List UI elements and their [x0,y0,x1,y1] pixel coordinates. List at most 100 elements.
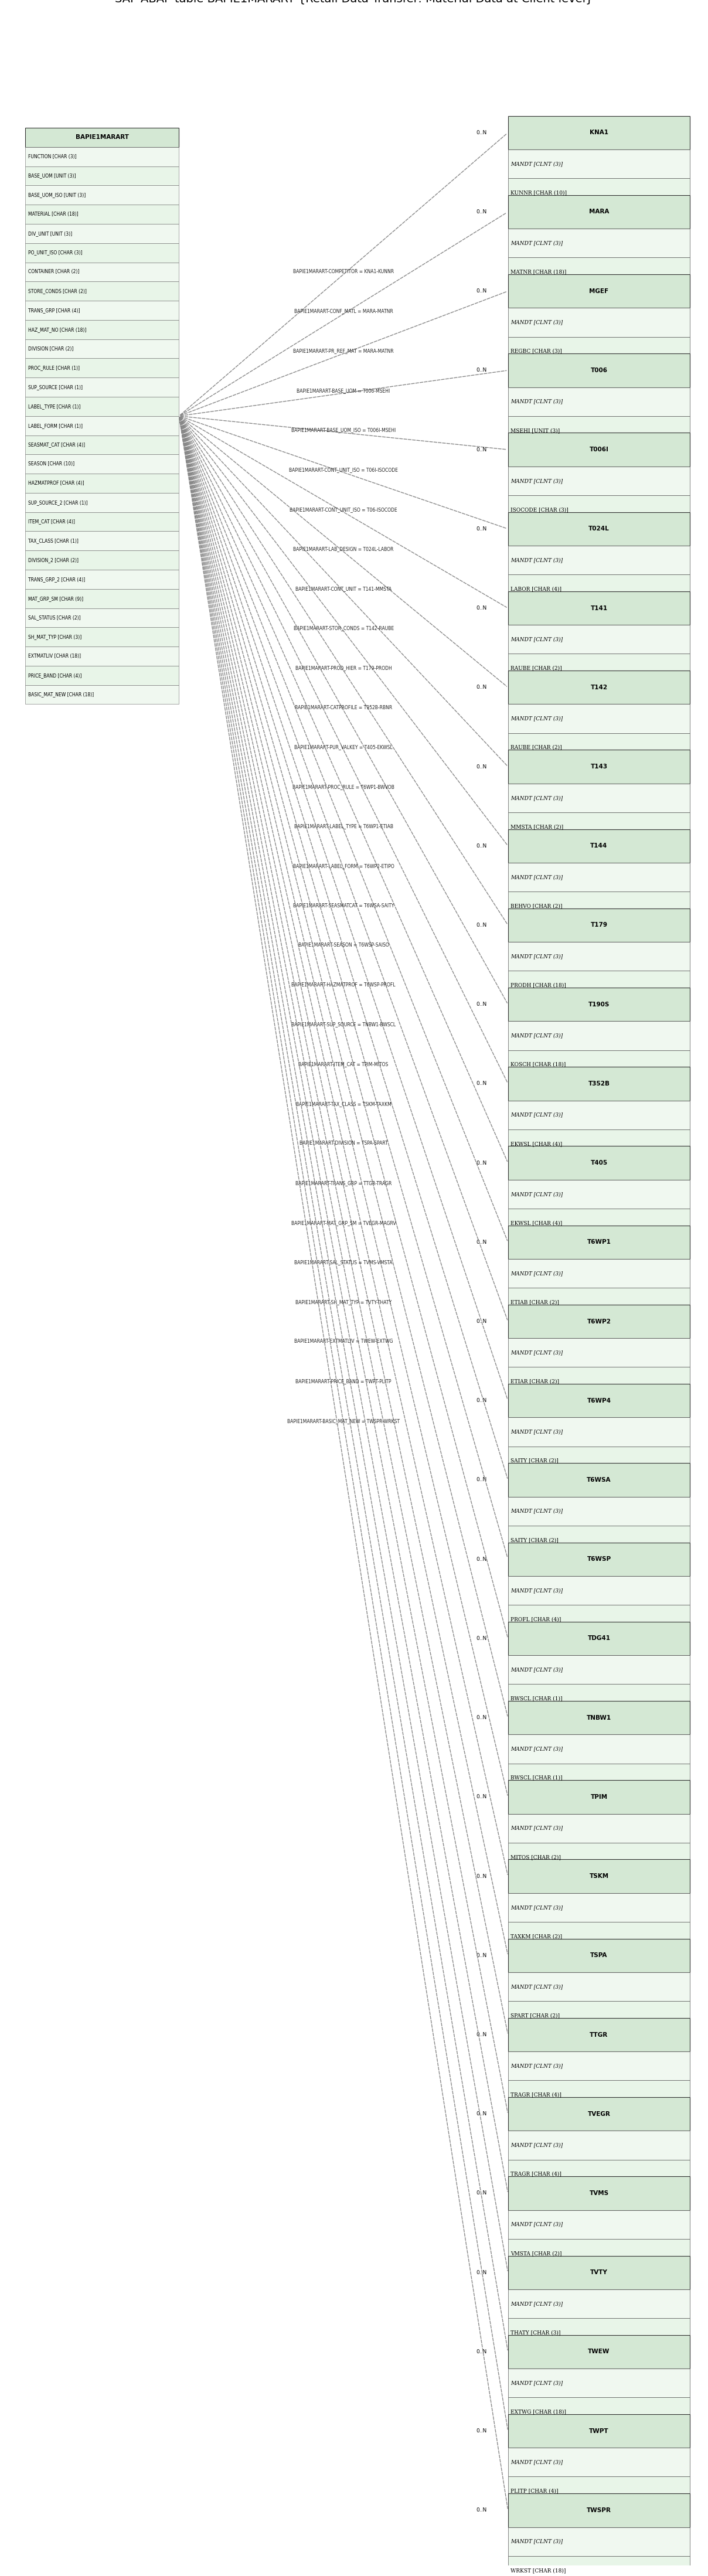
Bar [508,2414,690,2447]
Bar [25,281,179,301]
Text: PRICE_BAND [CHAR (4)]: PRICE_BAND [CHAR (4)] [28,672,81,677]
Bar [25,569,179,590]
Bar [508,1340,690,1368]
Bar [508,178,690,206]
Text: 0..N: 0..N [476,1953,487,1958]
Text: KOSCH [CHAR (18)]: KOSCH [CHAR (18)] [510,1061,566,1066]
Bar [25,129,179,147]
Text: MANDT [CLNT (3)]: MANDT [CLNT (3)] [510,636,563,641]
Text: 0..N: 0..N [476,765,487,770]
Text: ETIAR [CHAR (2)]: ETIAR [CHAR (2)] [510,1378,559,1383]
Text: TRAGR [CHAR (4)]: TRAGR [CHAR (4)] [510,2092,561,2097]
Text: MANDT [CLNT (3)]: MANDT [CLNT (3)] [510,1430,563,1435]
Text: MANDT [CLNT (3)]: MANDT [CLNT (3)] [510,1826,563,1832]
Bar [25,608,179,629]
Text: LABOR [CHAR (4)]: LABOR [CHAR (4)] [510,587,561,592]
Text: 0..N: 0..N [476,1795,487,1801]
Text: WRKST [CHAR (18)]: WRKST [CHAR (18)] [510,2568,566,2573]
Text: MANDT [CLNT (3)]: MANDT [CLNT (3)] [510,1984,563,1989]
Bar [25,242,179,263]
Bar [508,2097,690,2130]
Text: 0..N: 0..N [476,1082,487,1087]
Text: 0..N: 0..N [476,1399,487,1404]
Bar [508,258,690,286]
Text: TVTY: TVTY [590,2269,607,2275]
Bar [25,167,179,185]
Text: BAPIE1MARART-SUP_SOURCE = TNBW1-BWSCL: BAPIE1MARART-SUP_SOURCE = TNBW1-BWSCL [291,1023,396,1028]
Text: SUP_SOURCE [CHAR (1)]: SUP_SOURCE [CHAR (1)] [28,384,82,389]
Text: T179: T179 [590,922,607,927]
Bar [508,863,690,891]
Text: 0..N: 0..N [476,842,487,848]
Bar [25,358,179,379]
Text: HAZMATPROF [CHAR (4)]: HAZMATPROF [CHAR (4)] [28,482,84,487]
Text: BAPIE1MARART-DIVISION = TSPA-SPART: BAPIE1MARART-DIVISION = TSPA-SPART [299,1141,388,1146]
Text: DIVISION [CHAR (2)]: DIVISION [CHAR (2)] [28,345,73,350]
Text: PROFL [CHAR (4)]: PROFL [CHAR (4)] [510,1618,561,1623]
Text: BAPIE1MARART-SH_MAT_TYP = TVTY-THATY: BAPIE1MARART-SH_MAT_TYP = TVTY-THATY [295,1298,392,1303]
Text: ITEM_CAT [CHAR (4)]: ITEM_CAT [CHAR (4)] [28,518,74,526]
Bar [508,1303,690,1340]
Bar [25,665,179,685]
Text: BAPIE1MARART-STOR_CONDS = T142-RAUBE: BAPIE1MARART-STOR_CONDS = T142-RAUBE [293,626,394,631]
Text: 0..N: 0..N [476,605,487,611]
Text: MARA: MARA [589,209,609,214]
Text: T6WSP: T6WSP [587,1556,611,1561]
Bar [508,574,690,603]
Text: TAX_CLASS [CHAR (1)]: TAX_CLASS [CHAR (1)] [28,538,78,544]
Text: T190S: T190S [588,1002,610,1007]
Text: T006: T006 [590,368,607,374]
Text: TDG41: TDG41 [588,1636,610,1641]
Text: BAPIE1MARART-MAT_GRP_SM = TVEGR-MAGRV: BAPIE1MARART-MAT_GRP_SM = TVEGR-MAGRV [291,1221,396,1226]
Text: MAT_GRP_SM [CHAR (9)]: MAT_GRP_SM [CHAR (9)] [28,595,83,600]
Text: SAITY [CHAR (2)]: SAITY [CHAR (2)] [510,1538,559,1543]
Text: BAPIE1MARART-CONF_MATL = MARA-MATNR: BAPIE1MARART-CONF_MATL = MARA-MATNR [294,309,393,314]
Text: BAPIE1MARART-PR_REF_MAT = MARA-MATNR: BAPIE1MARART-PR_REF_MAT = MARA-MATNR [293,348,394,353]
Bar [508,1051,690,1079]
Text: T144: T144 [590,842,607,850]
Text: BAPIE1MARART-ITEM_CAT = TPIM-MITOS: BAPIE1MARART-ITEM_CAT = TPIM-MITOS [299,1061,389,1066]
Text: 0..N: 0..N [476,2190,487,2195]
Bar [508,971,690,999]
Text: TTGR: TTGR [590,2032,608,2038]
Text: MSEHI [UNIT (3)]: MSEHI [UNIT (3)] [510,428,560,433]
Bar [508,2527,690,2555]
Text: 0..N: 0..N [476,2349,487,2354]
Text: MANDT [CLNT (3)]: MANDT [CLNT (3)] [510,716,563,721]
Text: MANDT [CLNT (3)]: MANDT [CLNT (3)] [510,873,563,881]
Bar [508,1445,690,1476]
Text: MANDT [CLNT (3)]: MANDT [CLNT (3)] [510,479,563,484]
Bar [508,1700,690,1734]
Text: BAPIE1MARART-CATPROFILE = T952B-RBNR: BAPIE1MARART-CATPROFILE = T952B-RBNR [295,706,392,711]
Bar [508,703,690,734]
Bar [508,2494,690,2527]
Text: BAPIE1MARART-PRICE_BAND = TWPT-PLITP: BAPIE1MARART-PRICE_BAND = TWPT-PLITP [295,1378,392,1383]
Bar [508,1180,690,1208]
Bar [508,2367,690,2398]
Text: TRANS_GRP [CHAR (4)]: TRANS_GRP [CHAR (4)] [28,307,80,312]
Bar [508,1417,690,1445]
Bar [508,734,690,762]
Bar [508,513,690,546]
Bar [25,147,179,167]
Bar [508,2318,690,2347]
Text: 0..N: 0..N [476,2269,487,2275]
Text: MANDT [CLNT (3)]: MANDT [CLNT (3)] [510,1193,563,1198]
Text: TVMS: TVMS [589,2190,609,2197]
Bar [508,987,690,1020]
Bar [508,2017,690,2050]
Text: 0..N: 0..N [476,368,487,374]
Bar [25,551,179,569]
Bar [25,185,179,204]
Text: SUP_SOURCE_2 [CHAR (1)]: SUP_SOURCE_2 [CHAR (1)] [28,500,87,505]
Bar [508,1940,690,1973]
Bar [25,492,179,513]
Text: PLITP [CHAR (4)]: PLITP [CHAR (4)] [510,2488,559,2494]
Text: PO_UNIT_ISO [CHAR (3)]: PO_UNIT_ISO [CHAR (3)] [28,250,82,255]
Bar [508,1973,690,2002]
Text: BAPIE1MARART-LAB_DESIGN = T024L-LABOR: BAPIE1MARART-LAB_DESIGN = T024L-LABOR [293,546,394,551]
Bar [508,1128,690,1159]
Text: TWEW: TWEW [588,2349,610,2354]
Bar [25,379,179,397]
Bar [508,592,690,626]
